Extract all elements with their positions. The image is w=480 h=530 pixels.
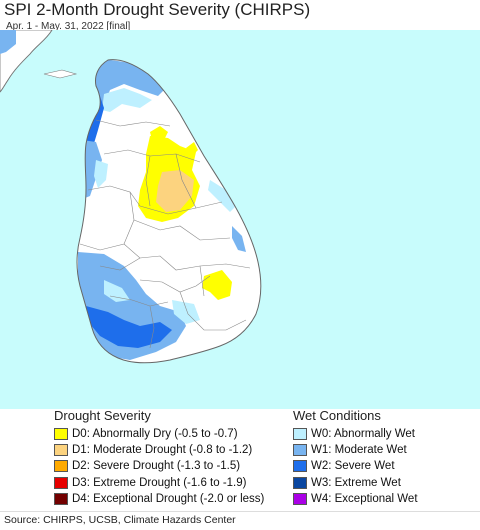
legend-item-d0: D0: Abnormally Dry (-0.5 to -0.7) (54, 426, 264, 442)
map-subtitle: Apr. 1 - May. 31, 2022 [final] (6, 21, 131, 32)
central-moderate-drought (156, 170, 194, 212)
wet-legend-title: Wet Conditions (293, 408, 381, 423)
legend-item-w2: W2: Severe Wet (293, 458, 418, 474)
legend-label-d1: D1: Moderate Drought (-0.8 to -1.2) (72, 444, 253, 457)
legend-swatch-d1 (54, 444, 68, 457)
north-abnormally-wet (102, 88, 152, 112)
southeast-abnormally-dry (202, 270, 232, 300)
legend-item-w0: W0: Abnormally Wet (293, 426, 418, 442)
legend-label-w2: W2: Severe Wet (311, 460, 395, 473)
north-abnormally-dry-patch (150, 126, 168, 140)
map-title: SPI 2-Month Drought Severity (CHIRPS) (4, 0, 311, 19)
legend-swatch-w1 (293, 444, 307, 457)
legend-label-w3: W3: Extreme Wet (311, 476, 401, 489)
southwest-severe-wet (86, 306, 172, 348)
legend-item-w3: W3: Extreme Wet (293, 475, 418, 491)
legend-item-d2: D2: Severe Drought (-1.3 to -1.5) (54, 458, 264, 474)
drought-map (0, 30, 480, 409)
wet-legend: W0: Abnormally Wet W1: Moderate Wet W2: … (293, 426, 418, 507)
legend-label-d2: D2: Severe Drought (-1.3 to -1.5) (72, 460, 241, 473)
legend-label-w4: W4: Exceptional Wet (311, 492, 418, 505)
legend-label-w1: W1: Moderate Wet (311, 444, 407, 457)
legend-swatch-d3 (54, 476, 68, 489)
legend-item-d3: D3: Extreme Drought (-1.6 to -1.9) (54, 475, 264, 491)
legend-swatch-d4 (54, 492, 68, 505)
drought-legend-title: Drought Severity (54, 408, 151, 423)
north-moderate-wet (82, 59, 168, 126)
legend-item-w1: W1: Moderate Wet (293, 442, 418, 458)
legend-item-d1: D1: Moderate Drought (-0.8 to -1.2) (54, 442, 264, 458)
legend-item-w4: W4: Exceptional Wet (293, 491, 418, 507)
legend-swatch-d2 (54, 460, 68, 473)
east-abnormally-wet (208, 180, 236, 212)
footer-divider (0, 511, 480, 512)
legend-label-d3: D3: Extreme Drought (-1.6 to -1.9) (72, 476, 247, 489)
mannar-islands (43, 69, 78, 79)
southwest-abnormally-wet (104, 280, 130, 302)
legend-item-d4: D4: Exceptional Drought (-2.0 or less) (54, 491, 264, 507)
south-abnormally-wet (172, 300, 200, 324)
coastline (76, 59, 262, 364)
source-credit: Source: CHIRPS, UCSB, Climate Hazards Ce… (4, 514, 236, 526)
legend-label-d4: D4: Exceptional Drought (-2.0 or less) (72, 492, 265, 505)
east-moderate-wet (232, 226, 246, 252)
india-wet-patch (0, 30, 16, 54)
india-coastline (0, 30, 53, 93)
district-boundaries (79, 119, 251, 349)
legend-label-d0: D0: Abnormally Dry (-0.5 to -0.7) (72, 428, 238, 441)
legend-swatch-d0 (54, 428, 68, 441)
drought-legend: D0: Abnormally Dry (-0.5 to -0.7) D1: Mo… (54, 426, 264, 507)
legend-swatch-w4 (293, 492, 307, 505)
legend-swatch-w3 (293, 476, 307, 489)
east-abnormally-dry-patch (186, 142, 198, 156)
legend-label-w0: W0: Abnormally Wet (311, 428, 415, 441)
legend-swatch-w2 (293, 460, 307, 473)
west-coast-abnormally-wet (94, 160, 108, 188)
legend-swatch-w0 (293, 428, 307, 441)
